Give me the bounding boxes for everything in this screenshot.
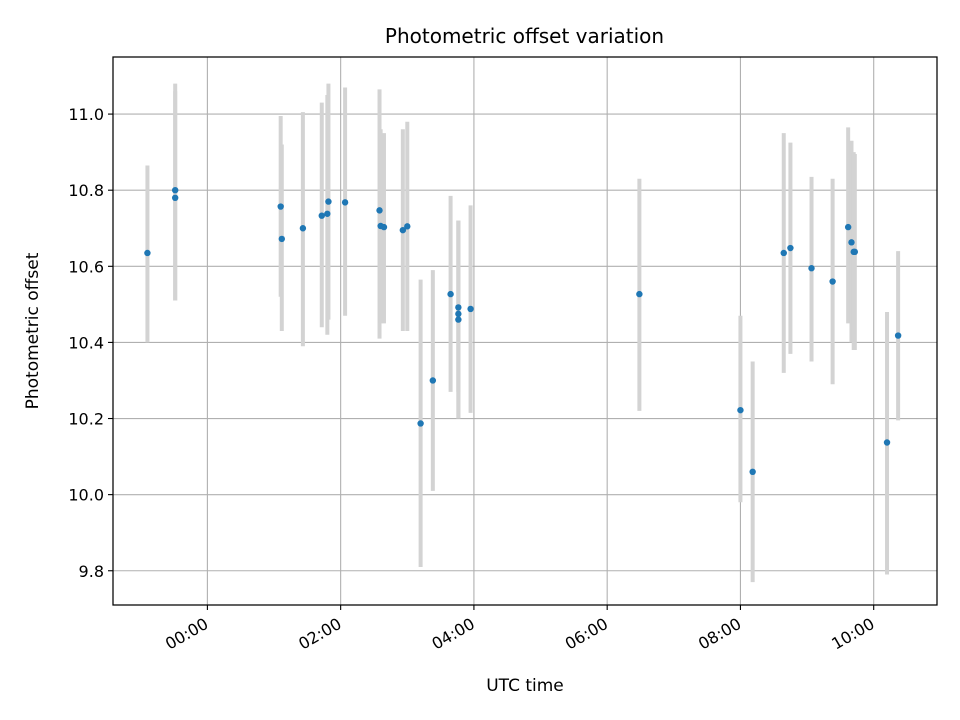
data-point bbox=[429, 377, 437, 384]
data-point bbox=[737, 406, 744, 414]
data-point bbox=[277, 203, 284, 210]
y-tick-label: 10.6 bbox=[68, 257, 104, 276]
data-point bbox=[171, 194, 179, 202]
data-point bbox=[851, 248, 859, 256]
data-point bbox=[636, 290, 643, 298]
y-axis-label: Photometric offset bbox=[23, 252, 43, 409]
data-point bbox=[455, 310, 462, 318]
data-point bbox=[844, 223, 852, 231]
data-point bbox=[318, 212, 325, 219]
data-point bbox=[325, 198, 332, 205]
data-point bbox=[144, 249, 151, 257]
data-point bbox=[399, 226, 407, 234]
data-point bbox=[324, 210, 331, 217]
plot-frame bbox=[112, 56, 938, 606]
data-point bbox=[848, 239, 855, 246]
data-point bbox=[787, 244, 794, 252]
data-point bbox=[894, 332, 902, 339]
y-tick-label: 9.8 bbox=[79, 562, 104, 581]
y-tick-label: 11.0 bbox=[68, 105, 104, 124]
data-point bbox=[467, 305, 474, 313]
data-point bbox=[780, 249, 787, 257]
data-point bbox=[447, 290, 454, 298]
data-point bbox=[376, 207, 383, 214]
point-layer bbox=[144, 186, 902, 476]
data-point bbox=[299, 225, 307, 232]
y-tick-label: 10.2 bbox=[68, 410, 104, 429]
data-point bbox=[749, 468, 756, 476]
data-point bbox=[829, 278, 836, 285]
data-point bbox=[883, 439, 891, 446]
data-point bbox=[455, 316, 462, 323]
y-tick-label: 10.4 bbox=[68, 333, 104, 352]
data-point bbox=[455, 304, 462, 311]
data-point bbox=[417, 420, 424, 427]
y-tick-label: 10.8 bbox=[68, 181, 104, 200]
data-point bbox=[380, 223, 388, 231]
data-point bbox=[278, 235, 285, 243]
chart-title: Photometric offset variation bbox=[385, 24, 664, 48]
x-axis-label: UTC time bbox=[486, 676, 564, 696]
data-point bbox=[171, 186, 179, 194]
data-point bbox=[808, 265, 815, 272]
y-tick-label: 10.0 bbox=[68, 486, 104, 505]
data-point bbox=[404, 223, 411, 230]
data-point bbox=[341, 199, 349, 206]
